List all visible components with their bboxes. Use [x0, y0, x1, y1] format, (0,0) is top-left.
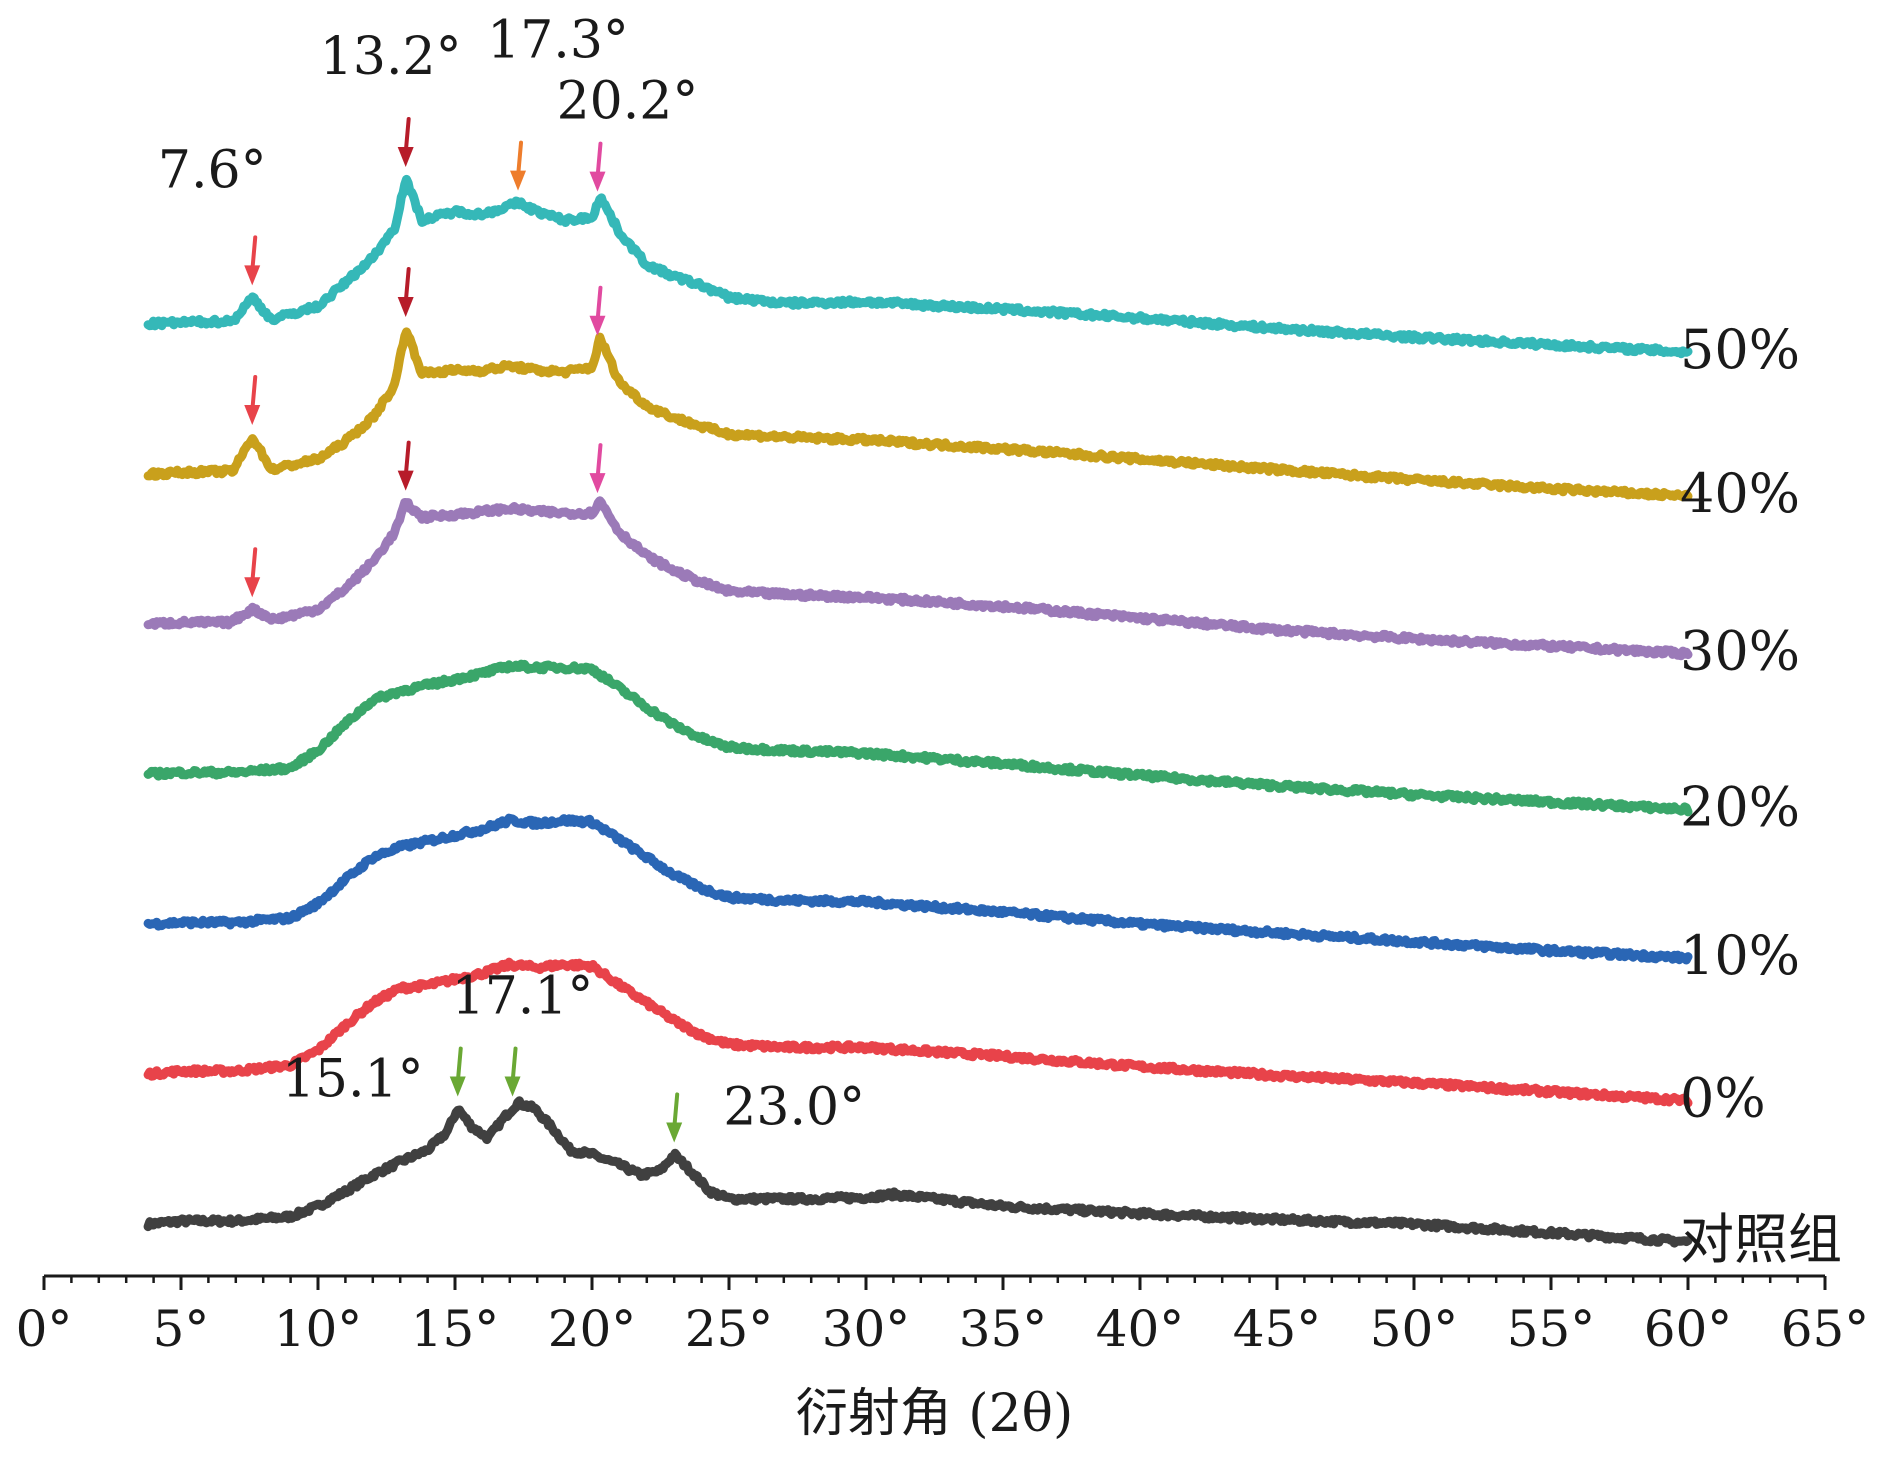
series-line-10pct	[143, 813, 1693, 965]
x-tick-label: 20°	[548, 1300, 637, 1358]
peak-arrow	[244, 375, 261, 425]
peak-arrow	[510, 140, 527, 191]
series-label-20pct: 20%	[1680, 776, 1800, 839]
peak-arrow	[244, 547, 261, 598]
series-line-50pct	[143, 174, 1693, 359]
x-tick-label: 5°	[153, 1300, 210, 1358]
peak-label: 15.1°	[282, 1050, 424, 1110]
peak-label: 20.2°	[557, 72, 699, 132]
peak-arrow	[504, 1046, 521, 1097]
x-tick-label: 30°	[822, 1300, 911, 1358]
peak-arrow	[666, 1092, 683, 1143]
series-label-50pct: 50%	[1680, 318, 1800, 381]
series-label-30pct: 30%	[1680, 620, 1800, 683]
series-line-0pct	[143, 957, 1693, 1108]
series-label-control: 对照组	[1680, 1208, 1842, 1271]
x-tick-label: 25°	[685, 1300, 774, 1358]
x-tick-labels: 0° 5° 10° 15° 20° 25° 30° 35° 40° 45° 50° 55° 60° 65°	[16, 1300, 1870, 1358]
x-tick-label: 50°	[1370, 1300, 1459, 1358]
series-line-control	[143, 1096, 1693, 1248]
x-axis-title: 衍射角 (2θ)	[796, 1384, 1074, 1444]
x-tick-label: 65°	[1781, 1300, 1870, 1358]
peak-label: 17.1°	[452, 967, 594, 1027]
peak-arrow	[589, 443, 606, 494]
peak-arrow	[589, 141, 606, 192]
x-tick-label: 35°	[959, 1300, 1048, 1358]
peak-arrow	[244, 235, 261, 286]
series-line-20pct	[143, 659, 1693, 817]
series-labels: 对照组 0% 10% 20% 30% 40% 50%	[1680, 318, 1842, 1271]
series-line-40pct	[143, 327, 1693, 502]
trace-layer	[143, 174, 1693, 1248]
peak-arrow	[397, 116, 414, 167]
peak-arrow	[397, 266, 414, 317]
peak-label: 7.6°	[158, 140, 267, 200]
annotation-labels: 7.6° 13.2° 17.3°20.2° 15.1° 17.1° 23.0°	[158, 11, 865, 1138]
series-label-10pct: 10%	[1680, 924, 1800, 987]
series-label-40pct: 40%	[1680, 462, 1800, 525]
x-axis	[42, 1274, 1827, 1290]
peak-arrow	[589, 285, 606, 336]
x-tick-label: 60°	[1644, 1300, 1733, 1358]
x-tick-label: 0°	[16, 1300, 73, 1358]
peak-label: 17.3°	[487, 11, 629, 71]
annotation-arrows	[244, 116, 683, 1143]
x-tick-label: 40°	[1096, 1300, 1185, 1358]
series-label-0pct: 0%	[1680, 1067, 1766, 1130]
peak-arrow	[397, 440, 414, 491]
peak-arrow	[449, 1046, 466, 1097]
peak-label: 23.0°	[723, 1077, 865, 1137]
x-tick-label: 55°	[1507, 1300, 1596, 1358]
peak-label: 13.2°	[320, 27, 462, 87]
x-tick-label: 45°	[1233, 1300, 1322, 1358]
x-tick-label: 10°	[274, 1300, 363, 1358]
x-tick-label: 15°	[411, 1300, 500, 1358]
series-line-30pct	[143, 496, 1693, 661]
